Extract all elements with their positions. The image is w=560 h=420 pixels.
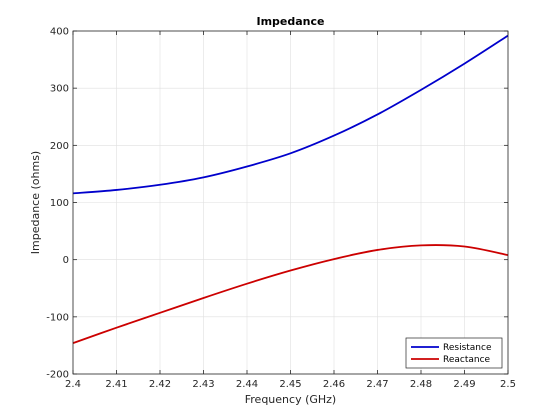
x-tick-label: 2.49: [453, 379, 475, 390]
y-axis-label: Impedance (ohms): [29, 151, 42, 254]
x-tick-label: 2.43: [192, 379, 214, 390]
x-tick-label: 2.42: [149, 379, 171, 390]
x-tick-label: 2.4: [65, 379, 81, 390]
x-tick-label: 2.41: [105, 379, 127, 390]
y-tick-label: -200: [46, 370, 69, 381]
y-tick-label: 300: [50, 84, 69, 95]
data-point-reactance: [159, 312, 161, 314]
x-tick-label: 2.44: [236, 379, 258, 390]
data-point-resistance: [115, 189, 117, 191]
chart-title: Impedance: [257, 15, 325, 28]
y-tick-label: 100: [50, 198, 69, 209]
data-point-reactance: [246, 282, 248, 284]
data-point-resistance: [376, 113, 378, 115]
data-point-reactance: [333, 258, 335, 260]
data-point-resistance: [246, 165, 248, 167]
legend-label-resistance: Resistance: [443, 343, 492, 353]
data-point-reactance: [376, 249, 378, 251]
data-point-resistance: [159, 184, 161, 186]
legend-label-reactance: Reactance: [443, 355, 491, 365]
series-line-resistance: [72, 34, 509, 195]
y-tick-label: 200: [50, 141, 69, 152]
data-point-reactance: [420, 244, 422, 246]
x-tick-label: 2.45: [279, 379, 301, 390]
data-point-reactance: [202, 297, 204, 299]
axis-ticks: 2.4 2.41 2.42 2.43 2.44 2.45 2.46 2.47 2.48 2.49 2…: [46, 27, 516, 391]
x-tick-label: 2.47: [366, 379, 388, 390]
x-axis-label: Frequency (GHz): [245, 393, 336, 406]
legend: Resistance Reactance: [405, 337, 503, 369]
legend-box: [405, 337, 503, 369]
x-tick-label: 2.48: [410, 379, 432, 390]
data-point-reactance: [115, 326, 117, 328]
y-tick-label: 400: [50, 27, 69, 38]
data-point-reactance: [289, 269, 291, 271]
series-lines: [72, 34, 509, 344]
x-tick-label: 2.5: [500, 379, 516, 390]
data-point-resistance: [289, 152, 291, 154]
data-point-resistance: [202, 176, 204, 178]
data-point-resistance: [333, 134, 335, 136]
data-point-resistance: [463, 62, 465, 64]
y-tick-label: 0: [63, 255, 69, 266]
series-line-reactance: [72, 244, 509, 344]
data-point-resistance: [420, 89, 422, 91]
y-tick-label: -100: [46, 312, 69, 323]
x-tick-label: 2.46: [323, 379, 345, 390]
data-point-reactance: [463, 245, 465, 247]
